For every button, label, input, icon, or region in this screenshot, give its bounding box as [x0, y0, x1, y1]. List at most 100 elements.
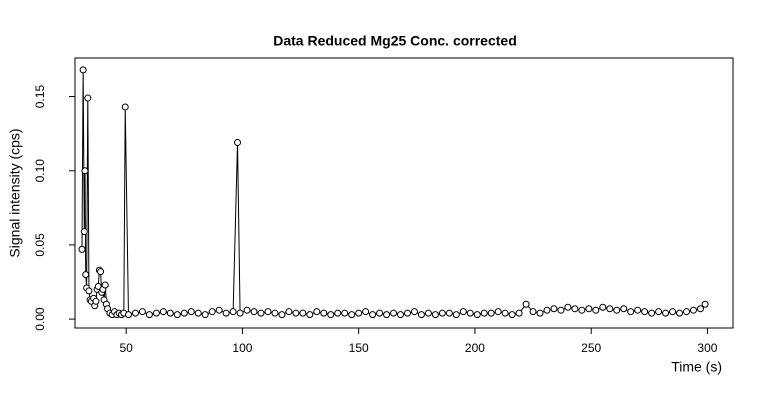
data-point	[557, 306, 565, 314]
data-point	[264, 308, 272, 316]
y-tick-label: 0.00	[33, 307, 47, 331]
data-point	[390, 309, 398, 317]
data-point	[243, 306, 251, 314]
data-point	[250, 308, 258, 316]
data-point	[320, 309, 328, 317]
data-point	[355, 309, 363, 317]
data-point	[669, 308, 677, 316]
data-point	[97, 268, 105, 276]
data-point	[543, 306, 551, 314]
data-point	[599, 303, 607, 311]
x-tick-label: 250	[581, 341, 601, 355]
data-point	[459, 308, 467, 316]
data-point	[682, 308, 690, 316]
data-point	[487, 309, 495, 317]
x-tick-label: 50	[119, 341, 133, 355]
data-point	[236, 309, 244, 317]
data-point	[194, 309, 202, 317]
data-point	[278, 311, 286, 319]
data-point	[348, 311, 356, 319]
data-point	[494, 308, 502, 316]
data-point	[536, 309, 544, 317]
data-point	[585, 305, 593, 313]
x-tick-label: 200	[465, 341, 485, 355]
data-point	[564, 303, 572, 311]
data-point	[701, 300, 709, 308]
data-point	[452, 311, 460, 319]
data-point	[383, 311, 391, 319]
data-point	[445, 309, 453, 317]
data-point	[431, 311, 439, 319]
data-point	[81, 167, 89, 175]
data-point	[696, 305, 704, 313]
data-point	[410, 308, 418, 316]
data-point	[606, 305, 614, 313]
data-point	[438, 309, 446, 317]
data-point	[187, 308, 195, 316]
data-point	[299, 309, 307, 317]
data-point	[424, 309, 432, 317]
data-point	[80, 228, 88, 236]
data-point	[234, 139, 242, 147]
plot-frame	[74, 57, 734, 329]
data-point	[138, 308, 146, 316]
data-point	[180, 309, 188, 317]
data-point	[480, 309, 488, 317]
data-point	[313, 308, 321, 316]
data-point	[131, 309, 139, 317]
data-point	[257, 309, 265, 317]
data-point	[369, 311, 377, 319]
data-point	[613, 306, 621, 314]
chart-title: Data Reduced Mg25 Conc. corrected	[273, 33, 517, 49]
data-point	[341, 309, 349, 317]
data-point	[222, 309, 230, 317]
data-point	[285, 308, 293, 316]
data-point	[92, 297, 100, 305]
data-point	[473, 311, 481, 319]
data-point	[676, 309, 684, 317]
data-line	[81, 69, 706, 316]
data-point	[501, 309, 509, 317]
data-point	[101, 281, 109, 289]
data-point	[79, 66, 87, 74]
data-point	[201, 311, 209, 319]
data-point	[662, 309, 670, 317]
data-point	[641, 308, 649, 316]
data-point	[466, 309, 474, 317]
data-point	[124, 311, 132, 319]
data-point	[689, 306, 697, 314]
y-tick-label: 0.05	[33, 233, 47, 257]
data-point	[152, 309, 160, 317]
data-point	[571, 305, 579, 313]
data-point	[173, 311, 181, 319]
y-tick-label: 0.10	[33, 159, 47, 183]
data-point	[306, 311, 314, 319]
x-tick-label: 100	[232, 341, 252, 355]
data-point	[229, 308, 237, 316]
data-point	[292, 309, 300, 317]
y-axis-label: Signal intensity (cps)	[7, 128, 23, 257]
data-point	[327, 311, 335, 319]
data-point	[634, 306, 642, 314]
y-tick-label: 0.15	[33, 85, 47, 109]
data-point	[648, 309, 656, 317]
data-point	[82, 271, 90, 279]
data-point	[208, 308, 216, 316]
data-point	[655, 308, 663, 316]
data-point	[334, 309, 342, 317]
data-point	[271, 309, 279, 317]
data-point	[121, 103, 129, 111]
data-point	[159, 308, 167, 316]
data-point	[515, 309, 523, 317]
data-point	[397, 311, 405, 319]
x-tick-label: 300	[697, 341, 717, 355]
data-point	[417, 311, 425, 319]
data-point	[508, 311, 516, 319]
data-point	[578, 306, 586, 314]
data-point	[84, 94, 92, 102]
data-point	[85, 287, 93, 295]
x-axis-label: Time (s)	[671, 359, 722, 375]
data-point	[362, 308, 370, 316]
